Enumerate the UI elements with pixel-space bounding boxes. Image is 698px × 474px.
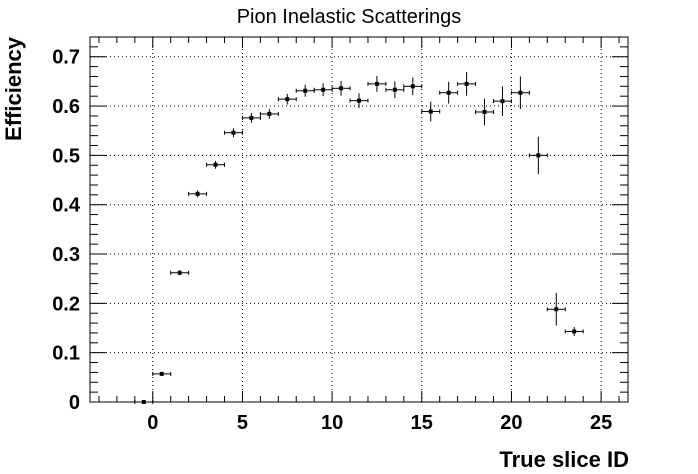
point-marker [195, 191, 200, 196]
point-marker [339, 86, 344, 91]
data-point [457, 72, 477, 96]
point-marker [231, 130, 236, 135]
x-tick-label: 15 [411, 412, 433, 434]
data-point [313, 83, 333, 97]
y-tick-label: 0.4 [52, 195, 81, 217]
data-point [475, 98, 494, 126]
point-marker [572, 329, 577, 334]
data-point [367, 75, 387, 92]
tick-labels: 0 5 10 15 20 25 0 0.1 0.2 0.3 0.4 0.5 0.6 0.7 [52, 47, 612, 434]
point-marker [518, 90, 523, 95]
y-tick-label: 0.6 [52, 96, 80, 118]
data-point [528, 136, 548, 175]
point-marker [482, 109, 487, 114]
point-marker [303, 88, 308, 93]
data-point [295, 84, 315, 97]
y-tick-label: 0.2 [52, 293, 80, 315]
data-point [206, 160, 225, 169]
point-marker [159, 371, 164, 376]
grid-lines [90, 37, 628, 402]
data-points [134, 72, 584, 404]
y-tick-label: 0.1 [52, 343, 80, 365]
x-tick-label: 25 [590, 412, 612, 434]
data-point [493, 86, 512, 116]
point-marker [536, 153, 541, 158]
data-point [421, 101, 441, 122]
data-point [170, 270, 190, 276]
x-tick-label: 10 [321, 412, 343, 434]
data-point [277, 93, 297, 105]
data-point [403, 77, 423, 96]
data-point [349, 93, 369, 109]
data-point [510, 76, 530, 110]
data-point [188, 190, 208, 198]
point-marker [267, 111, 272, 116]
data-point [224, 128, 243, 138]
x-tick-label: 5 [237, 412, 248, 434]
data-point [385, 81, 405, 99]
point-marker [249, 115, 254, 120]
x-axis-label: True slice ID [499, 447, 629, 472]
data-point [331, 80, 351, 96]
data-point [439, 81, 459, 104]
chart-title: Pion Inelastic Scatterings [237, 6, 462, 28]
point-marker [446, 90, 451, 95]
data-point [259, 109, 279, 119]
x-tick-label: 0 [147, 412, 158, 434]
data-point [564, 327, 584, 336]
data-point [241, 112, 261, 123]
data-point [546, 292, 566, 326]
y-tick-label: 0.3 [52, 244, 80, 266]
point-marker [177, 270, 182, 275]
y-axis-label: Efficiency [1, 36, 26, 141]
point-marker [464, 81, 469, 86]
point-marker [285, 97, 290, 102]
y-tick-label: 0 [69, 392, 80, 414]
y-tick-label: 0.7 [52, 47, 80, 69]
plot-frame [89, 36, 629, 403]
point-marker [392, 87, 397, 92]
point-marker [321, 87, 326, 92]
point-marker [374, 81, 379, 86]
point-marker [357, 98, 361, 103]
x-tick-label: 20 [500, 412, 522, 434]
point-marker [428, 109, 433, 114]
point-marker [554, 307, 559, 312]
data-point [152, 371, 172, 376]
y-tick-label: 0.5 [52, 145, 80, 167]
point-marker [500, 99, 505, 104]
point-marker [410, 84, 415, 89]
point-marker [213, 162, 218, 167]
axis-ticks [90, 37, 628, 403]
